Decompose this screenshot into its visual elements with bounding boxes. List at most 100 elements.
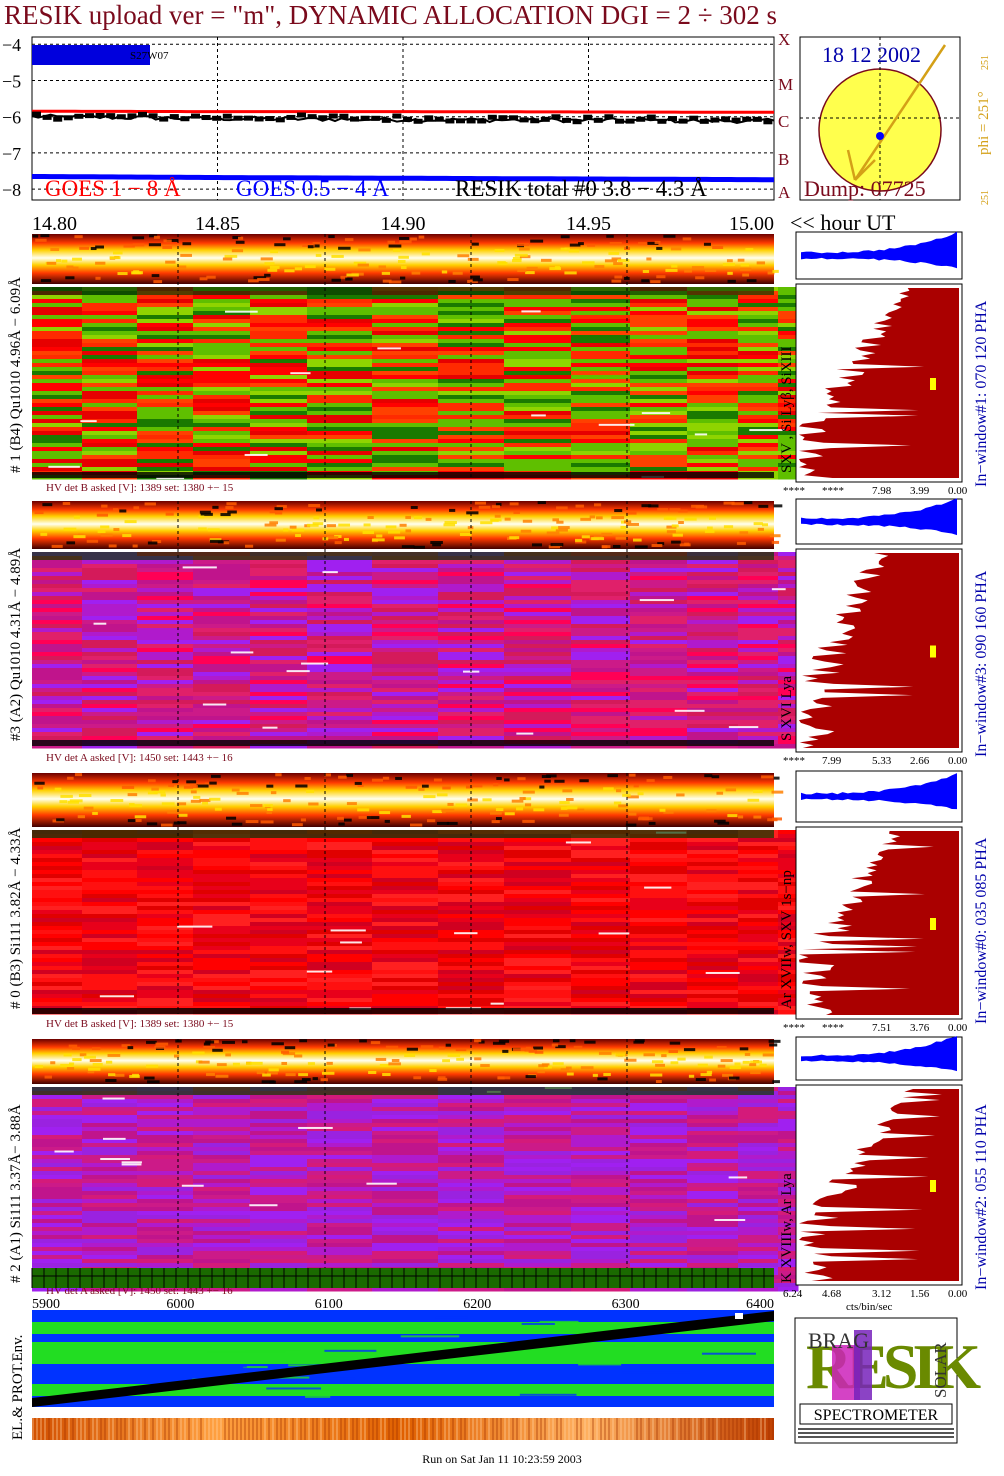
bottom-x-tick-label: 6000 bbox=[166, 1297, 194, 1312]
lc-resik-sample bbox=[169, 114, 179, 120]
hist-main-shape bbox=[799, 553, 959, 748]
lc-y-tick-label: −7 bbox=[2, 144, 21, 164]
lc-x-tick-label: 15.00 bbox=[729, 213, 774, 235]
page-title: RESIK upload ver = "m", DYNAMIC ALLOCATI… bbox=[4, 0, 778, 30]
legend-resik-total: RESIK total #0 3.8 − 4.3 Å bbox=[455, 176, 707, 201]
lc-resik-sample bbox=[583, 114, 593, 120]
lc-y-tick-label: −8 bbox=[2, 180, 21, 200]
lc-resik-sample bbox=[116, 114, 126, 120]
lc-resik-sample bbox=[339, 113, 349, 119]
lc-resik-sample bbox=[752, 116, 762, 122]
spectral-panel-0: HV det B asked [V]: 1389 set: 1380 +− 15… bbox=[8, 231, 990, 497]
lc-resik-sample bbox=[763, 119, 773, 125]
lc-resik-sample bbox=[562, 117, 571, 123]
logo-accent-purple bbox=[854, 1330, 872, 1400]
lc-resik-sample bbox=[509, 115, 518, 121]
bottom-x-tick-label: 6100 bbox=[315, 1297, 343, 1312]
spectral-panel-1: HV det A asked [V]: 1450 set: 1443 +− 16… bbox=[8, 498, 990, 767]
lc-resik-sample bbox=[307, 114, 317, 120]
bottom-x-tick-label: 6300 bbox=[612, 1297, 640, 1312]
hist-main-shape bbox=[799, 288, 959, 478]
event-label: S27W07 bbox=[130, 50, 169, 62]
lc-resik-sample bbox=[657, 118, 667, 124]
panel-line-label: Ar XVIIw, SXV 1s−np bbox=[779, 870, 795, 1009]
hist-tick-label: 2.66 bbox=[910, 755, 930, 767]
lc-resik-sample bbox=[403, 116, 412, 122]
lightcurve-series bbox=[31, 109, 775, 183]
hist-tick-label: 0.00 bbox=[948, 1022, 968, 1034]
logo-small-top: BRAG bbox=[808, 1328, 869, 1353]
hist-main-shape bbox=[799, 1089, 959, 1281]
lc-resik-sample bbox=[297, 112, 306, 118]
phi-arrow-b bbox=[854, 159, 876, 181]
last-panel-green-strip bbox=[31, 1268, 774, 1288]
hist-tick-label: 3.12 bbox=[872, 1288, 891, 1300]
lc-resik-sample bbox=[212, 115, 222, 121]
lc-resik-sample bbox=[572, 119, 582, 125]
lc-resik-sample bbox=[593, 117, 603, 123]
lc-x-tick-label: 14.80 bbox=[32, 213, 77, 235]
lc-resik-sample bbox=[265, 116, 275, 122]
spectrum-main-area bbox=[32, 1087, 799, 1292]
environment-panel: 5900 6000 6100 6200 6300 6400 EL.& PROT.Env. bbox=[10, 1297, 774, 1440]
hist-short-shape bbox=[801, 773, 957, 810]
lc-resik-sample bbox=[63, 115, 73, 121]
lc-y-tick-label: −6 bbox=[2, 108, 21, 128]
lc-resik-sample bbox=[191, 113, 200, 119]
spectrum-top-band bbox=[32, 773, 774, 827]
lc-x-tick-label: 14.90 bbox=[381, 213, 426, 235]
inwindow-label: In−window#3: 090 160 PHA bbox=[973, 570, 990, 757]
logo-small-right: SOLAR bbox=[931, 1342, 950, 1398]
lc-resik-sample bbox=[424, 115, 434, 121]
hist-unit-label: cts/bin/sec bbox=[846, 1301, 893, 1313]
lc-y-tick-label: −5 bbox=[2, 71, 21, 91]
spectrum-main-area bbox=[32, 552, 799, 749]
phi-arrow-a bbox=[846, 149, 857, 181]
lc-resik-sample bbox=[668, 116, 677, 122]
lightcurve-panel: −4 −5 −6 −7 −8 S27W07 GOES 1 − 8 Å GOES 0.5 … bbox=[2, 30, 896, 235]
hist-tick-label: 7.98 bbox=[872, 485, 892, 497]
panel-left-label: # 1 (B4) Qu1010 4.96Å − 6.09Å bbox=[8, 277, 24, 473]
lc-series-0 bbox=[32, 109, 774, 114]
phi-bottom-label: 251 bbox=[980, 190, 991, 205]
top-band-texture bbox=[34, 773, 784, 827]
hist-tick-label: 6.24 bbox=[783, 1288, 803, 1300]
lc-resik-sample bbox=[381, 117, 391, 123]
spectral-panel-3: HV det A asked [V]: 1450 set: 1443 +− 16… bbox=[8, 1036, 990, 1313]
lc-resik-sample bbox=[180, 116, 190, 122]
lc-resik-sample bbox=[625, 118, 635, 124]
lc-resik-sample bbox=[53, 116, 63, 122]
spectral-panel-2: HV det B asked [V]: 1389 set: 1380 +− 15… bbox=[8, 770, 990, 1034]
lc-resik-sample bbox=[95, 112, 105, 118]
top-band-texture bbox=[34, 501, 783, 549]
hist-tick-label: **** bbox=[822, 485, 844, 497]
lc-resik-sample bbox=[127, 113, 137, 119]
lc-resik-sample bbox=[201, 115, 211, 121]
lc-resik-sample bbox=[477, 118, 487, 124]
lc-resik-sample bbox=[328, 113, 338, 119]
bottom-x-ticks: 5900 6000 6100 6200 6300 6400 bbox=[32, 1297, 774, 1312]
hist-short-shape bbox=[801, 231, 957, 269]
panel-left-label: #3 (A2) Qu1010 4.31Å − 4.89Å bbox=[8, 548, 24, 741]
lc-resik-sample bbox=[646, 114, 656, 120]
hist-tick-label: **** bbox=[822, 1022, 844, 1034]
lc-resik-sample bbox=[615, 118, 624, 124]
inwindow-label: In−window#1: 070 120 PHA bbox=[973, 300, 990, 487]
lc-resik-sample bbox=[350, 116, 359, 122]
spectral-panels: HV det B asked [V]: 1389 set: 1380 +− 15… bbox=[8, 231, 990, 1313]
lc-series-1 bbox=[32, 174, 774, 183]
lc-resik-sample bbox=[275, 117, 285, 123]
spectrum-main-area bbox=[32, 830, 799, 1015]
lc-resik-sample bbox=[487, 114, 497, 120]
phi-small-label: 251 bbox=[980, 55, 991, 70]
hist-tick-label: 7.99 bbox=[822, 755, 842, 767]
lc-resik-sample bbox=[434, 116, 444, 122]
top-band-texture bbox=[32, 234, 779, 284]
lc-resik-sample bbox=[413, 118, 423, 124]
hist-main-shape bbox=[799, 831, 959, 1015]
hist-tick-label: 3.76 bbox=[910, 1022, 930, 1034]
hist-tick-label: 0.00 bbox=[948, 1288, 968, 1300]
lc-resik-sample bbox=[498, 115, 508, 121]
phi-direction-line bbox=[853, 44, 947, 181]
